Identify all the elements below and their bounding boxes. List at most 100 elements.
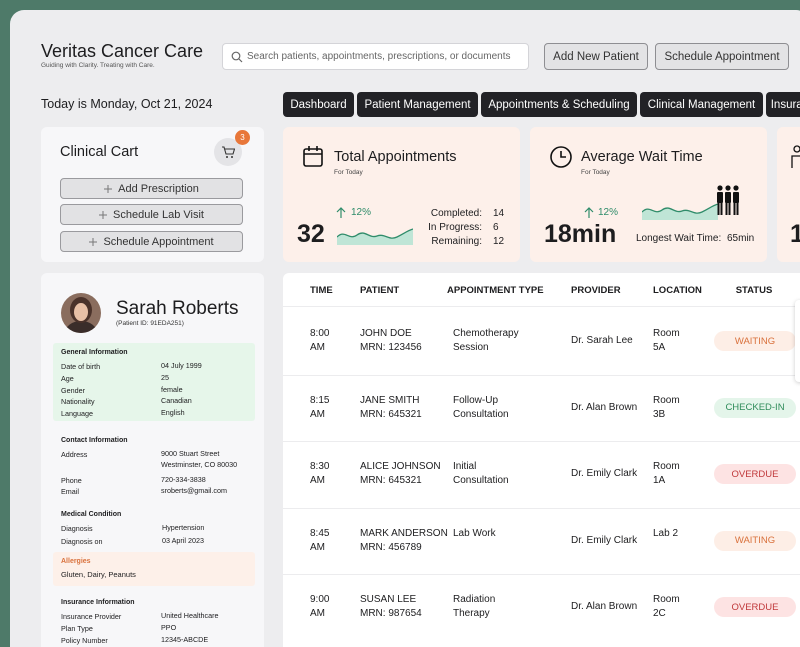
profile-section: Contact Information Address 9000 Stuart St…: [53, 431, 255, 496]
field-label: Plan Type: [61, 624, 93, 633]
appointment-row[interactable]: 8:00 AM JOHN DOE MRN: 123456 Chemotherapy S…: [283, 308, 800, 374]
sparkline: [337, 228, 413, 245]
header-button[interactable]: Add New Patient: [544, 43, 648, 70]
time-cell: 8:30 AM: [310, 461, 330, 486]
column-header: STATUS: [735, 285, 773, 296]
stat-trend: 12%: [598, 207, 619, 218]
appointment-row[interactable]: 9:00 AM SUSAN LEE MRN: 987654 Radiation The…: [283, 574, 800, 640]
patient-mrn-cell: MRN: 456789: [360, 541, 422, 553]
field-label: Policy Number: [61, 636, 108, 645]
field-value: Canadian: [161, 396, 192, 405]
row-divider: [283, 441, 800, 442]
nav-tab[interactable]: Appointments & Scheduling: [481, 92, 637, 117]
location-cell: Room 1A: [653, 461, 680, 486]
field-value: 9000 Stuart Street Westminster, CO 80030: [161, 449, 238, 469]
field-value: PPO: [161, 623, 177, 632]
time-cell: 9:00 AM: [310, 594, 330, 619]
type-cell: Initial Consultation: [453, 461, 509, 486]
time-cell: 8:15 AM: [310, 394, 330, 420]
field-value: female: [161, 385, 183, 394]
cart-title: Clinical Cart: [60, 144, 139, 160]
field-label: Phone: [61, 476, 82, 485]
cart-badge: 3: [235, 130, 250, 145]
nav-tab[interactable]: Dashboard: [283, 92, 354, 117]
field-label: Date of birth: [61, 362, 101, 371]
patient-name: Sarah Roberts: [116, 298, 239, 319]
field-label: Address: [61, 450, 88, 459]
plus-icon: [104, 184, 113, 193]
profile-section: General Information Date of birth 04 July …: [53, 343, 255, 421]
appointment-row[interactable]: 8:30 AM ALICE JOHNSON MRN: 645321 Initial C…: [283, 441, 800, 507]
field-label: Email: [61, 487, 79, 496]
field-label: Language: [61, 409, 93, 418]
nav-tab[interactable]: Clinical Management: [640, 92, 763, 117]
patient-mrn-cell: MRN: 987654: [360, 608, 422, 619]
provider-cell: Dr. Sarah Lee: [571, 335, 633, 346]
section-text: Gluten, Dairy, Peanuts: [61, 570, 136, 579]
cart-action-button[interactable]: Add Prescription: [60, 178, 243, 199]
profile-section: Insurance Information Insurance Provider U…: [53, 593, 255, 647]
field-label: Gender: [61, 386, 85, 395]
column-header: APPOINTMENT TYPE: [447, 285, 544, 296]
patient-avatar: [61, 293, 101, 333]
search-box[interactable]: Search patients, appointments, prescript…: [222, 43, 529, 70]
location-cell: Room 2C: [653, 594, 680, 619]
location-cell: Lab 2: [653, 527, 679, 539]
section-title: Allergies: [61, 558, 91, 565]
section-title: General Information: [61, 349, 128, 356]
cart-action-content: Schedule Lab Visit: [61, 205, 242, 224]
header-divider: [283, 306, 800, 307]
cart-action-content: Add Prescription: [61, 179, 242, 198]
header-button[interactable]: Schedule Appointment: [655, 43, 789, 70]
time-cell: 8:45 AM: [310, 527, 330, 553]
stat-detail-value: 14: [493, 208, 505, 219]
field-value: 04 July 1999: [161, 361, 202, 370]
appointments-table: TIME PATIENT APPOINTMENT TYPE PROVIDER LOCAT…: [283, 273, 800, 647]
field-value: Hypertension: [162, 523, 205, 532]
patient-mrn-cell: MRN: 645321: [360, 408, 422, 420]
field-value: 720-334-3838: [161, 475, 206, 484]
provider-cell: Dr. Alan Brown: [571, 601, 638, 612]
nav-tab[interactable]: Insurance: [766, 92, 800, 117]
stat-card: Average Wait Time For Today 12% 18min Longes…: [530, 127, 767, 262]
cart-action-button[interactable]: Schedule Appointment: [60, 231, 243, 252]
cart-action-button[interactable]: Schedule Lab Visit: [60, 204, 243, 225]
row-divider: [283, 574, 800, 575]
row-divider: [283, 507, 800, 509]
column-header: LOCATION: [653, 285, 702, 296]
column-header: PATIENT: [360, 285, 400, 296]
stat-subtitle: For Today: [581, 169, 610, 176]
profile-section: Medical Condition Diagnosis Hypertension Di…: [53, 505, 255, 565]
status-badge: OVERDUE: [714, 597, 796, 617]
patient-profile-card: Sarah Roberts (Patient ID: 91EDA251) Gener…: [41, 273, 264, 647]
stat-icon: [791, 145, 800, 168]
stat-trend: 12%: [351, 207, 372, 218]
search-icon: [231, 51, 243, 63]
appointment-row[interactable]: 8:45 AM MARK ANDERSON MRN: 456789 Lab Work D…: [283, 507, 800, 574]
section-title: Contact Information: [61, 437, 128, 444]
stat-value: 18min: [544, 220, 617, 248]
field-label: Nationality: [61, 397, 95, 406]
stat-detail-label: Longest Wait Time:: [636, 233, 722, 244]
stat-title: Average Wait Time: [581, 149, 703, 165]
cart-icon: [222, 146, 235, 158]
provider-cell: Dr. Alan Brown: [571, 401, 638, 413]
location-cell: Room 5A: [653, 328, 680, 353]
type-cell: Follow-Up Consultation: [453, 394, 509, 420]
row-divider: [283, 374, 800, 376]
nav-tab[interactable]: Patient Management: [357, 92, 478, 117]
stat-detail-value: 65min: [727, 233, 755, 244]
type-cell: Radiation Therapy: [453, 594, 496, 619]
app-tagline: Guiding with Clarity. Treating with Care…: [41, 62, 155, 69]
patient-name-cell: JOHN DOE: [360, 328, 412, 339]
appointment-row[interactable]: 8:15 AM JANE SMITH MRN: 645321 Follow-Up Co…: [283, 374, 800, 441]
date-text: Today is Monday, Oct 21, 2024: [41, 97, 213, 111]
stat-detail-value: 12: [493, 236, 505, 247]
field-label: Diagnosis on: [61, 537, 103, 546]
type-cell: Chemotherapy Session: [453, 328, 519, 353]
field-value: English: [161, 408, 185, 417]
field-value: 25: [161, 373, 169, 382]
search-placeholder: Search patients, appointments, prescript…: [247, 51, 511, 62]
stat-detail-label: In Progress:: [428, 222, 482, 233]
